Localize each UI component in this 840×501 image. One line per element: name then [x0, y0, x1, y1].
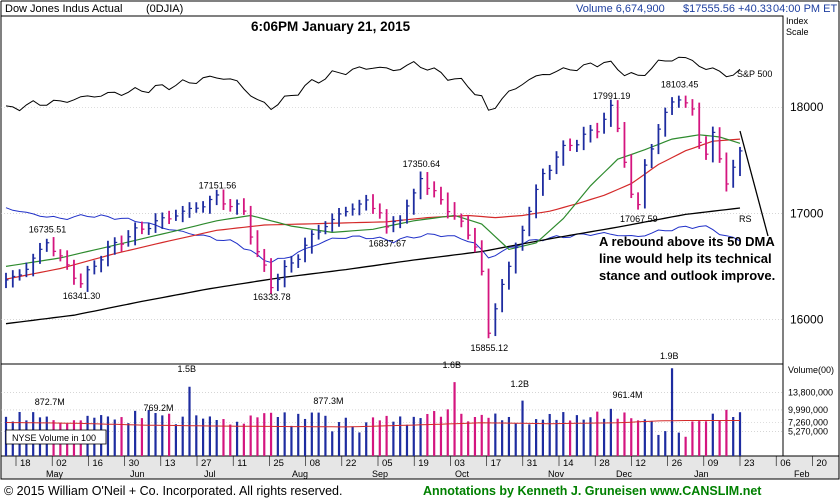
volume-tick-label: 5,270,000: [788, 427, 828, 437]
date-label: 05: [382, 458, 393, 469]
volume-legend-box: [5, 429, 107, 445]
date-label: 06: [780, 458, 791, 469]
chart-timestamp: 6:06PM January 21, 2015: [251, 19, 411, 34]
ma-red-line: [5, 138, 741, 280]
index-name: Dow Jones Indus Actual: [5, 3, 122, 15]
price-annotation: 17067.59: [620, 214, 658, 224]
date-label: 17: [491, 458, 502, 469]
month-label: Jan: [694, 469, 709, 479]
note-line-3: stance and outlook improve.: [599, 268, 775, 283]
price-bars: [5, 95, 743, 339]
date-label: 14: [563, 458, 574, 469]
volume-tick-label: 7,260,000: [788, 417, 828, 427]
month-label: Dec: [616, 469, 633, 479]
price-annotation: 16735.51: [29, 224, 67, 234]
volume-average-line: [5, 420, 740, 428]
volume-annotation: 877.3M: [313, 396, 343, 406]
index-scale-label-2: Scale: [786, 27, 809, 37]
rs-label: RS: [739, 214, 752, 224]
date-label: 02: [56, 458, 67, 469]
date-label: 08: [310, 458, 321, 469]
note-line-2: line would help its technical: [599, 251, 772, 266]
header-time: 04:00 PM ET: [773, 3, 837, 15]
price-annotation: 15855.12: [471, 343, 509, 353]
volume-annotation: 961.4M: [612, 390, 642, 400]
date-label: 25: [273, 458, 284, 469]
month-label: Sep: [372, 469, 388, 479]
annotation-credit: Annotations by Kenneth J. Gruneisen www.…: [423, 484, 762, 498]
header-price: $17555.56 +40.33: [683, 3, 772, 15]
date-label: 22: [346, 458, 357, 469]
date-label: 26: [672, 458, 683, 469]
date-label: 12: [635, 458, 646, 469]
volume-annotation: 1.5B: [178, 364, 197, 374]
price-annotation: 16333.78: [253, 292, 291, 302]
chart-labels: 16735.51 16341.30 17151.56 16333.78 17350.64…: [15, 79, 827, 479]
volume-annotation: 1.9B: [660, 351, 679, 361]
date-label: 09: [708, 458, 719, 469]
month-label: Jun: [130, 469, 145, 479]
date-label: 18: [20, 458, 31, 469]
price-tick-label: 17000: [790, 206, 824, 220]
volume-tick-label: 9,990,000: [788, 405, 828, 415]
date-label: 20: [816, 458, 827, 469]
date-label: 31: [527, 458, 538, 469]
volume-annotation: 1.6B: [443, 360, 462, 370]
volume-legend: NYSE Volume in 100: [12, 433, 96, 443]
price-tick-label: 16000: [790, 312, 824, 326]
date-label: 27: [201, 458, 212, 469]
note-pointer-line: [739, 130, 769, 237]
sp500-label: S&P 500: [737, 69, 772, 79]
price-panel: [0, 15, 784, 365]
index-scale-label: Index: [786, 16, 809, 26]
volume-axis-title: Volume(00): [788, 365, 834, 375]
price-annotation: 17991.19: [593, 91, 631, 101]
header-volume: Volume 6,674,900: [576, 3, 665, 15]
price-annotation: 16341.30: [63, 291, 101, 301]
date-label: 16: [92, 458, 103, 469]
price-annotation: 17151.56: [199, 180, 237, 190]
price-annotation: 17350.64: [403, 159, 441, 169]
date-label: 11: [237, 458, 247, 469]
volume-annotation: 769.2M: [144, 403, 174, 413]
date-label: 23: [744, 458, 755, 469]
price-annotation: 18103.45: [661, 79, 699, 89]
date-label: 19: [418, 458, 429, 469]
volume-annotation: 872.7M: [35, 397, 65, 407]
date-label: 13: [165, 458, 176, 469]
price-annotation: 16837.67: [369, 239, 407, 249]
date-label: 03: [454, 458, 465, 469]
month-label: Jul: [204, 469, 216, 479]
month-label: Oct: [455, 469, 470, 479]
note-line-1: A rebound above its 50 DMA: [599, 234, 775, 249]
copyright-text: © 2015 William O'Neil + Co. Incorporated…: [4, 484, 342, 498]
volume-tick-label: 13,800,000: [788, 387, 833, 397]
rs-line: [5, 207, 741, 264]
month-label: Aug: [292, 469, 308, 479]
sp500-line: [5, 56, 741, 112]
symbol: (0DJIA): [146, 3, 183, 15]
price-tick-label: 18000: [790, 100, 824, 114]
date-label: 30: [129, 458, 140, 469]
volume-annotation: 1.2B: [511, 379, 530, 389]
month-label: Feb: [794, 469, 810, 479]
month-label: May: [46, 469, 64, 479]
date-label: 28: [599, 458, 610, 469]
indicator-lines: [5, 56, 741, 325]
month-label: Nov: [548, 469, 565, 479]
price-gridlines: 16000 17000 18000: [1, 100, 824, 326]
ma200-line: [5, 207, 741, 325]
